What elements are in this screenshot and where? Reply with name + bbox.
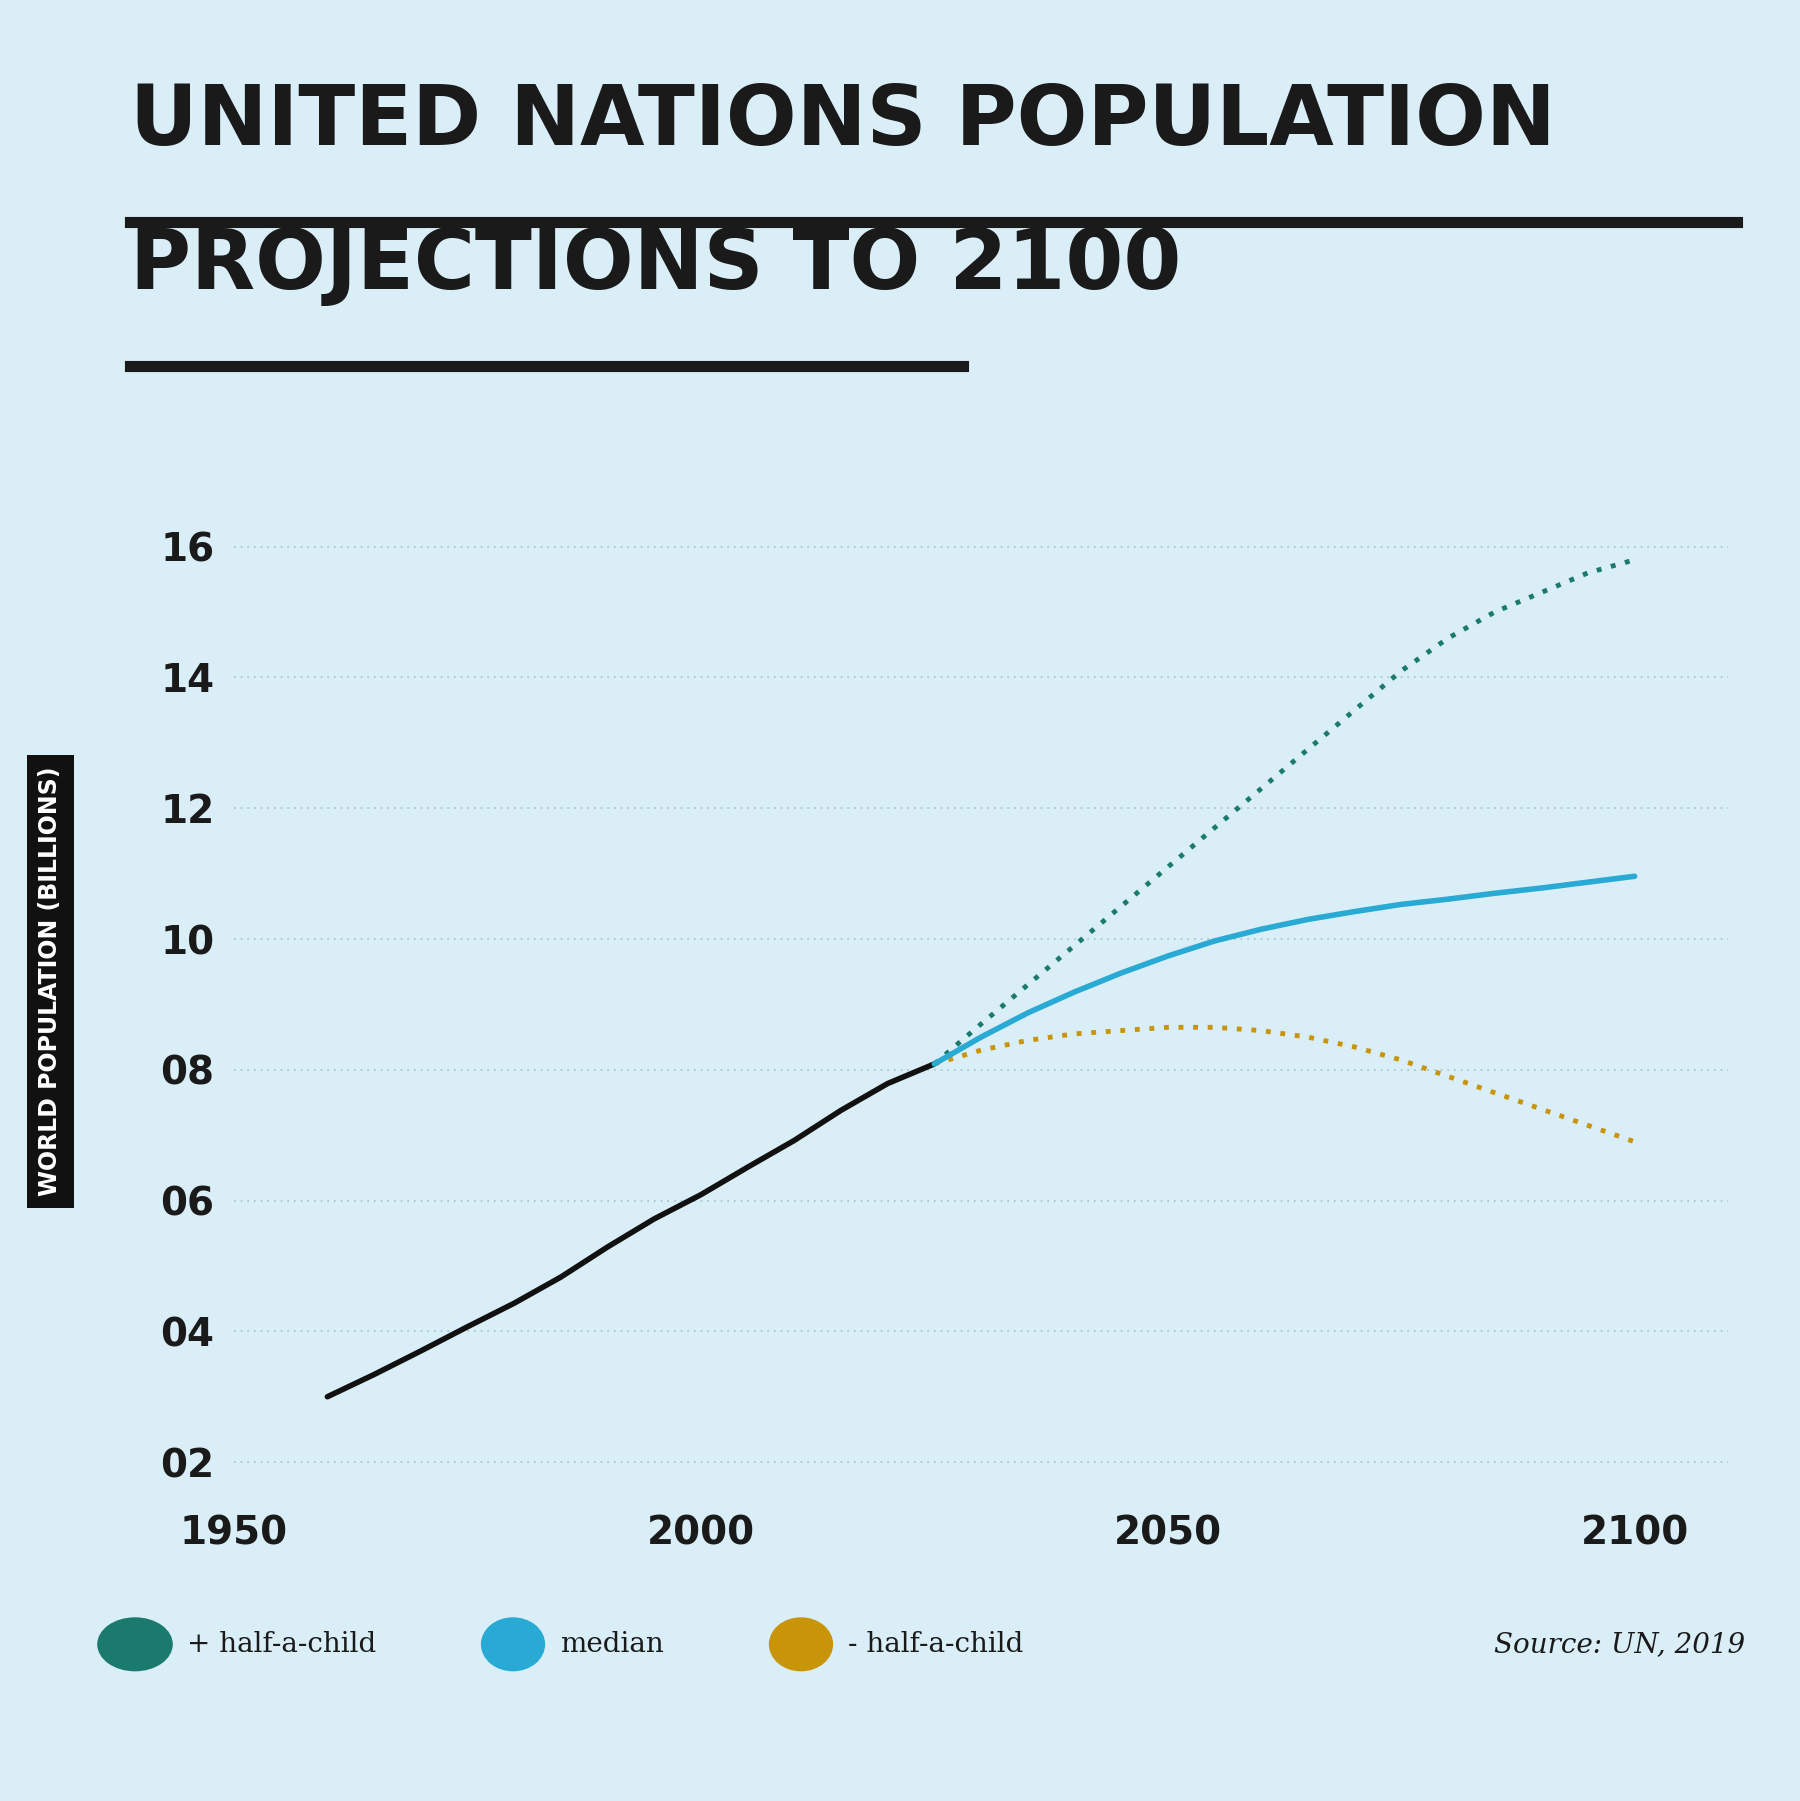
Text: Source: UN, 2019: Source: UN, 2019 <box>1494 1632 1746 1657</box>
Text: PROJECTIONS TO 2100: PROJECTIONS TO 2100 <box>130 225 1181 306</box>
Text: WORLD POPULATION (BILLIONS): WORLD POPULATION (BILLIONS) <box>38 767 63 1196</box>
Text: median: median <box>560 1632 662 1657</box>
Text: - half-a-child: - half-a-child <box>848 1632 1022 1657</box>
Text: + half-a-child: + half-a-child <box>187 1632 376 1657</box>
Text: UNITED NATIONS POPULATION: UNITED NATIONS POPULATION <box>130 81 1555 162</box>
